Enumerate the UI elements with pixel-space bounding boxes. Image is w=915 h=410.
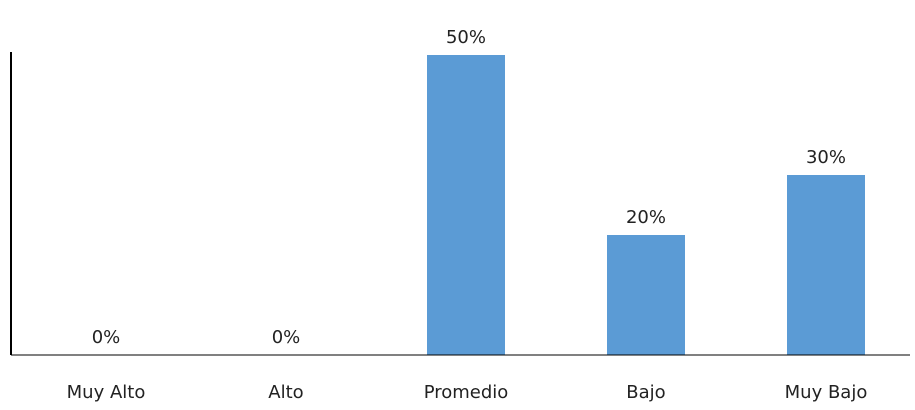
category-label-alto: Alto: [268, 382, 303, 403]
bars-layer: [427, 55, 865, 355]
category-labels-layer: Muy Alto Alto Promedio Bajo Muy Bajo: [67, 382, 868, 403]
data-label-muy-alto: 0%: [92, 327, 121, 348]
category-label-promedio: Promedio: [424, 382, 509, 403]
category-label-muy-alto: Muy Alto: [67, 382, 146, 403]
data-label-alto: 0%: [272, 327, 301, 348]
data-label-bajo: 20%: [626, 207, 666, 228]
category-label-bajo: Bajo: [626, 382, 665, 403]
data-label-muy-bajo: 30%: [806, 147, 846, 168]
data-labels-layer: 0% 0% 50% 20% 30%: [92, 27, 846, 348]
data-label-promedio: 50%: [446, 27, 486, 48]
bar-promedio: [427, 55, 505, 355]
bar-bajo: [607, 235, 685, 355]
category-label-muy-bajo: Muy Bajo: [785, 382, 868, 403]
bar-muy-bajo: [787, 175, 865, 355]
